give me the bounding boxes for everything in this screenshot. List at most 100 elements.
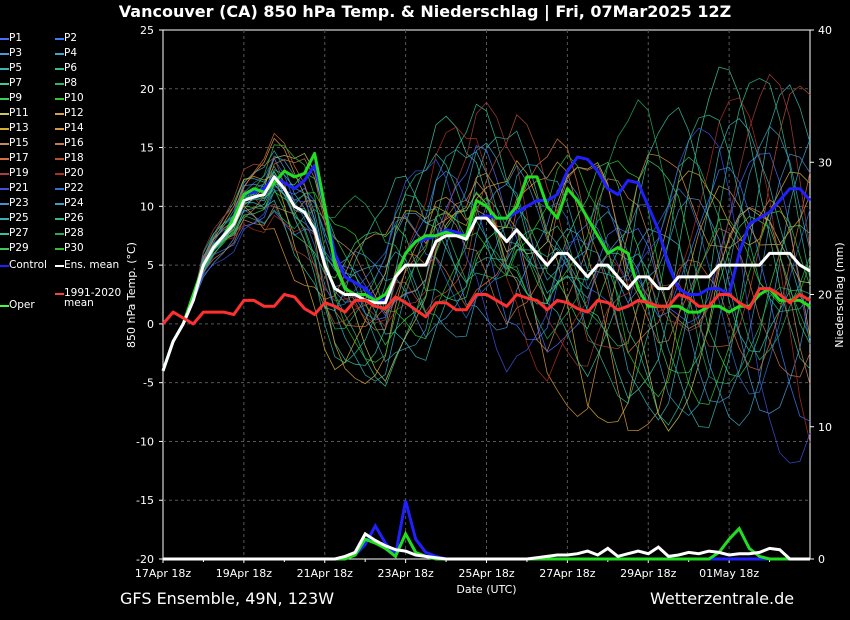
member-line-18 (162, 85, 811, 372)
member-line-27 (162, 106, 811, 378)
legend-label: P27 (9, 227, 29, 239)
legend: P1 P2 P3 P4 P5 P6 P7 P8 P9 P10 P11 P12 P13 P14 P15 P16 P… (0, 31, 130, 321)
member-line-21 (162, 127, 811, 464)
legend-label: P22 (64, 182, 84, 194)
legend-swatch (0, 143, 9, 145)
legend-swatch (0, 188, 9, 190)
legend-swatch (0, 113, 9, 115)
legend-swatch (55, 293, 64, 295)
legend-label: P1 (9, 32, 23, 44)
legend-label: P16 (64, 137, 84, 149)
legend-label: P12 (64, 107, 84, 119)
legend-swatch (0, 53, 9, 55)
legend-label: P18 (64, 152, 84, 164)
member-line-15 (162, 178, 811, 385)
precip-line-ens-mean (163, 531, 810, 561)
y-tick-label: 10 (140, 200, 154, 213)
member-line-30 (162, 144, 811, 398)
member-line-26 (162, 114, 811, 404)
legend-swatch (55, 143, 64, 145)
x-tick-label: 19Apr 18z (216, 567, 273, 580)
y-axis-label: 850 hPa Temp. (°C) (125, 242, 138, 348)
legend-label: P9 (9, 92, 23, 104)
legend-swatch (55, 173, 64, 175)
y-tick-label: 15 (140, 142, 154, 155)
legend-label: P3 (9, 47, 23, 59)
legend-swatch (55, 98, 64, 100)
legend-label: P25 (9, 212, 29, 224)
legend-label: P29 (9, 242, 29, 254)
y-tick-label: 0 (147, 318, 154, 331)
series-line-oper (161, 151, 811, 372)
y2-tick-label: 40 (818, 24, 832, 37)
legend-swatch (0, 68, 9, 70)
legend-swatch (0, 83, 9, 85)
x-tick-label: 23Apr 18z (377, 567, 434, 580)
legend-swatch (55, 83, 64, 85)
legend-label: Control (9, 259, 47, 271)
legend-label: P11 (9, 107, 29, 119)
legend-swatch (0, 218, 9, 220)
legend-label: P13 (9, 122, 29, 134)
legend-swatch (55, 265, 64, 267)
member-line-8 (162, 156, 811, 372)
legend-swatch (55, 68, 64, 70)
legend-label: Ens. mean (64, 259, 120, 271)
member-line-29 (162, 161, 811, 374)
legend-swatch (0, 38, 9, 40)
legend-swatch (55, 128, 64, 130)
legend-label: P17 (9, 152, 29, 164)
legend-label: P20 (64, 167, 84, 179)
y-tick-label: -15 (136, 494, 154, 507)
member-line-20 (162, 97, 811, 443)
model-label: GFS Ensemble, 49N, 123W (120, 589, 335, 608)
legend-label: P21 (9, 182, 29, 194)
series-line-1991-2020-mean (161, 287, 811, 326)
legend-label: P4 (64, 47, 78, 59)
legend-swatch (55, 233, 64, 235)
legend-label: P23 (9, 197, 29, 209)
series-line-ens-mean (161, 175, 811, 372)
legend-swatch (55, 218, 64, 220)
legend-label: P30 (64, 242, 84, 254)
member-line-7 (162, 66, 811, 399)
legend-label: Oper (9, 299, 35, 311)
legend-label: P26 (64, 212, 84, 224)
x-axis-label: Date (UTC) (456, 583, 516, 596)
member-line-17 (162, 132, 811, 372)
member-line-19 (162, 73, 811, 372)
legend-label: 1991-2020 mean (64, 287, 122, 309)
legend-label: P2 (64, 32, 78, 44)
y-tick-label: 5 (147, 259, 154, 272)
legend-swatch (0, 248, 9, 250)
legend-label: P10 (64, 92, 84, 104)
legend-label: P24 (64, 197, 84, 209)
legend-swatch (55, 38, 64, 40)
y-tick-label: -10 (136, 435, 154, 448)
x-tick-label: 21Apr 18z (297, 567, 354, 580)
legend-swatch (55, 188, 64, 190)
legend-swatch (0, 128, 9, 130)
y2-axis-label: Niederschlag (mm) (833, 242, 846, 347)
legend-label: P28 (64, 227, 84, 239)
legend-swatch (55, 113, 64, 115)
legend-swatch (0, 233, 9, 235)
y-tick-label: 25 (140, 24, 154, 37)
y-tick-label: 20 (140, 83, 154, 96)
legend-swatch (55, 158, 64, 160)
legend-swatch (0, 203, 9, 205)
member-line-28 (162, 99, 811, 385)
legend-label: P15 (9, 137, 29, 149)
member-line-10 (162, 160, 811, 405)
legend-swatch (0, 158, 9, 160)
legend-label: P5 (9, 62, 23, 74)
legend-swatch (55, 53, 64, 55)
x-tick-label: 25Apr 18z (458, 567, 515, 580)
site-label: Wetterzentrale.de (650, 589, 795, 608)
legend-swatch (0, 98, 9, 100)
x-tick-label: 01May 18z (699, 567, 759, 580)
legend-swatch (55, 248, 64, 250)
x-tick-label: 29Apr 18z (620, 567, 677, 580)
legend-label: P7 (9, 77, 23, 89)
